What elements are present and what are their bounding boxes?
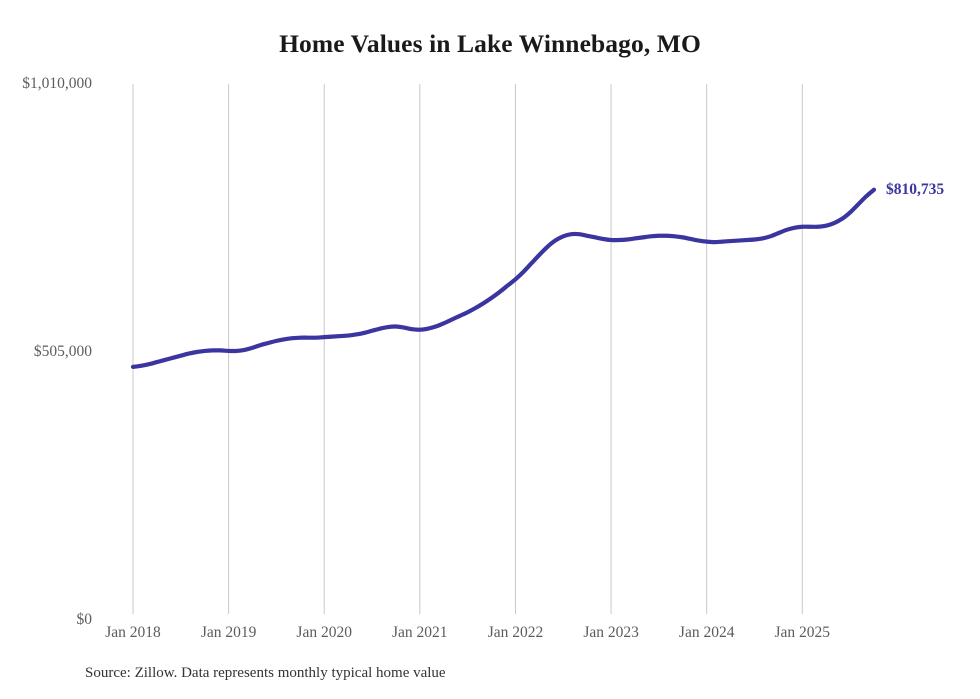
x-axis-tick-label-jan-2024: Jan 2024 <box>678 624 735 641</box>
y-axis-tick-label-top: $1,010,000 <box>22 75 92 92</box>
end-value-label: $810,735 <box>886 180 945 198</box>
y-axis-tick-label-mid: $505,000 <box>33 343 92 360</box>
x-axis-tick-label-jan-2020: Jan 2020 <box>296 624 352 641</box>
x-axis-tick-label-jan-2019: Jan 2019 <box>200 624 257 641</box>
y-axis-tick-label-bottom: $0 <box>76 611 93 628</box>
x-axis-tick-label-jan-2025: Jan 2025 <box>774 624 831 641</box>
x-axis-tick-label-jan-2023: Jan 2023 <box>583 624 639 641</box>
x-axis-tick-label-jan-2022: Jan 2022 <box>487 624 544 641</box>
gridlines <box>132 84 803 614</box>
series-line-typical-home-value <box>130 187 877 369</box>
x-axis-tick-label-jan-2021: Jan 2021 <box>392 624 448 641</box>
source-note: Source: Zillow. Data represents monthly … <box>85 665 446 681</box>
chart-title: Home Values in Lake Winnebago, MO <box>279 29 701 58</box>
x-axis-tick-label-jan-2018: Jan 2018 <box>105 624 161 641</box>
